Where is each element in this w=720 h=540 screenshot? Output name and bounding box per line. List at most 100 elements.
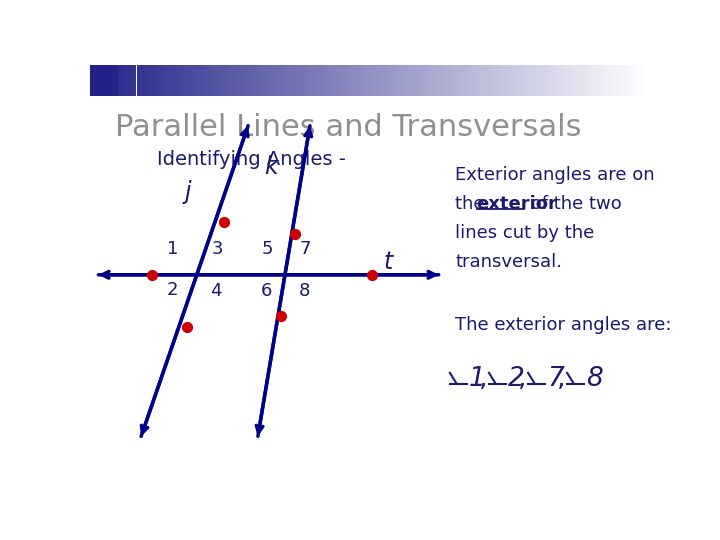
Bar	[495, 65, 498, 96]
Bar	[400, 65, 402, 96]
Bar	[129, 65, 131, 96]
Bar	[618, 65, 620, 96]
Bar	[486, 65, 488, 96]
Bar	[159, 65, 161, 96]
Bar	[360, 65, 361, 96]
Bar	[289, 65, 291, 96]
Bar	[425, 65, 427, 96]
Bar	[319, 65, 320, 96]
Bar	[114, 65, 116, 96]
Bar	[313, 65, 315, 96]
Bar	[170, 65, 172, 96]
Bar	[472, 65, 473, 96]
Bar	[196, 65, 198, 96]
Bar	[421, 65, 423, 96]
Bar	[361, 65, 364, 96]
Bar	[96, 65, 97, 96]
Bar	[492, 65, 494, 96]
Text: ,: ,	[479, 366, 487, 392]
Bar	[453, 65, 454, 96]
Bar	[307, 65, 310, 96]
Bar	[177, 65, 179, 96]
Bar	[239, 65, 240, 96]
Bar	[155, 65, 157, 96]
Bar	[224, 65, 226, 96]
Bar	[406, 65, 408, 96]
Bar	[365, 65, 367, 96]
Bar	[228, 65, 230, 96]
Bar	[92, 65, 94, 96]
Bar	[339, 65, 341, 96]
Bar	[231, 65, 233, 96]
Bar	[405, 65, 406, 96]
Bar	[570, 65, 572, 96]
Bar	[181, 65, 183, 96]
Bar	[311, 65, 313, 96]
Bar	[488, 65, 490, 96]
Bar	[287, 65, 289, 96]
Bar	[293, 65, 294, 96]
Bar	[213, 65, 215, 96]
Bar	[274, 65, 276, 96]
Bar	[387, 65, 390, 96]
Bar	[494, 65, 495, 96]
Bar	[280, 65, 282, 96]
Bar	[174, 65, 176, 96]
Bar	[122, 65, 124, 96]
Bar	[110, 65, 112, 96]
Bar	[244, 65, 246, 96]
Bar	[211, 65, 213, 96]
Bar	[105, 65, 107, 96]
Bar	[390, 65, 392, 96]
Bar	[642, 65, 644, 96]
Bar	[373, 65, 374, 96]
Bar	[198, 65, 199, 96]
Bar	[237, 65, 239, 96]
Bar	[579, 65, 581, 96]
Bar	[562, 65, 564, 96]
Bar	[164, 65, 166, 96]
Bar	[616, 65, 618, 96]
Bar	[285, 65, 287, 96]
Text: transversal.: transversal.	[456, 253, 562, 271]
Bar	[436, 65, 438, 96]
Bar	[358, 65, 360, 96]
Bar	[332, 65, 333, 96]
Bar	[539, 65, 540, 96]
Bar	[176, 65, 177, 96]
Bar	[485, 65, 486, 96]
Bar	[395, 65, 397, 96]
Bar	[518, 65, 520, 96]
Bar	[304, 65, 306, 96]
Text: ,: ,	[557, 366, 566, 392]
Bar	[456, 65, 459, 96]
Bar	[566, 65, 568, 96]
Bar	[323, 65, 324, 96]
Bar	[377, 65, 378, 96]
Bar	[512, 65, 514, 96]
Bar	[523, 65, 526, 96]
Bar	[503, 65, 505, 96]
Bar	[546, 65, 548, 96]
Bar	[135, 65, 137, 96]
Text: Exterior angles are on: Exterior angles are on	[456, 166, 655, 184]
Bar	[427, 65, 428, 96]
Bar	[310, 65, 311, 96]
Bar	[510, 65, 512, 96]
Bar	[348, 65, 351, 96]
Bar	[151, 65, 153, 96]
Bar	[345, 65, 347, 96]
Bar	[297, 65, 298, 96]
Bar	[460, 65, 462, 96]
Bar	[235, 65, 237, 96]
Bar	[300, 65, 302, 96]
Bar	[371, 65, 373, 96]
Bar	[577, 65, 579, 96]
Bar	[552, 65, 553, 96]
Bar	[555, 65, 557, 96]
Bar	[587, 65, 588, 96]
Bar	[150, 65, 151, 96]
Text: exterior: exterior	[477, 195, 557, 213]
Bar	[639, 65, 641, 96]
Bar	[148, 65, 150, 96]
